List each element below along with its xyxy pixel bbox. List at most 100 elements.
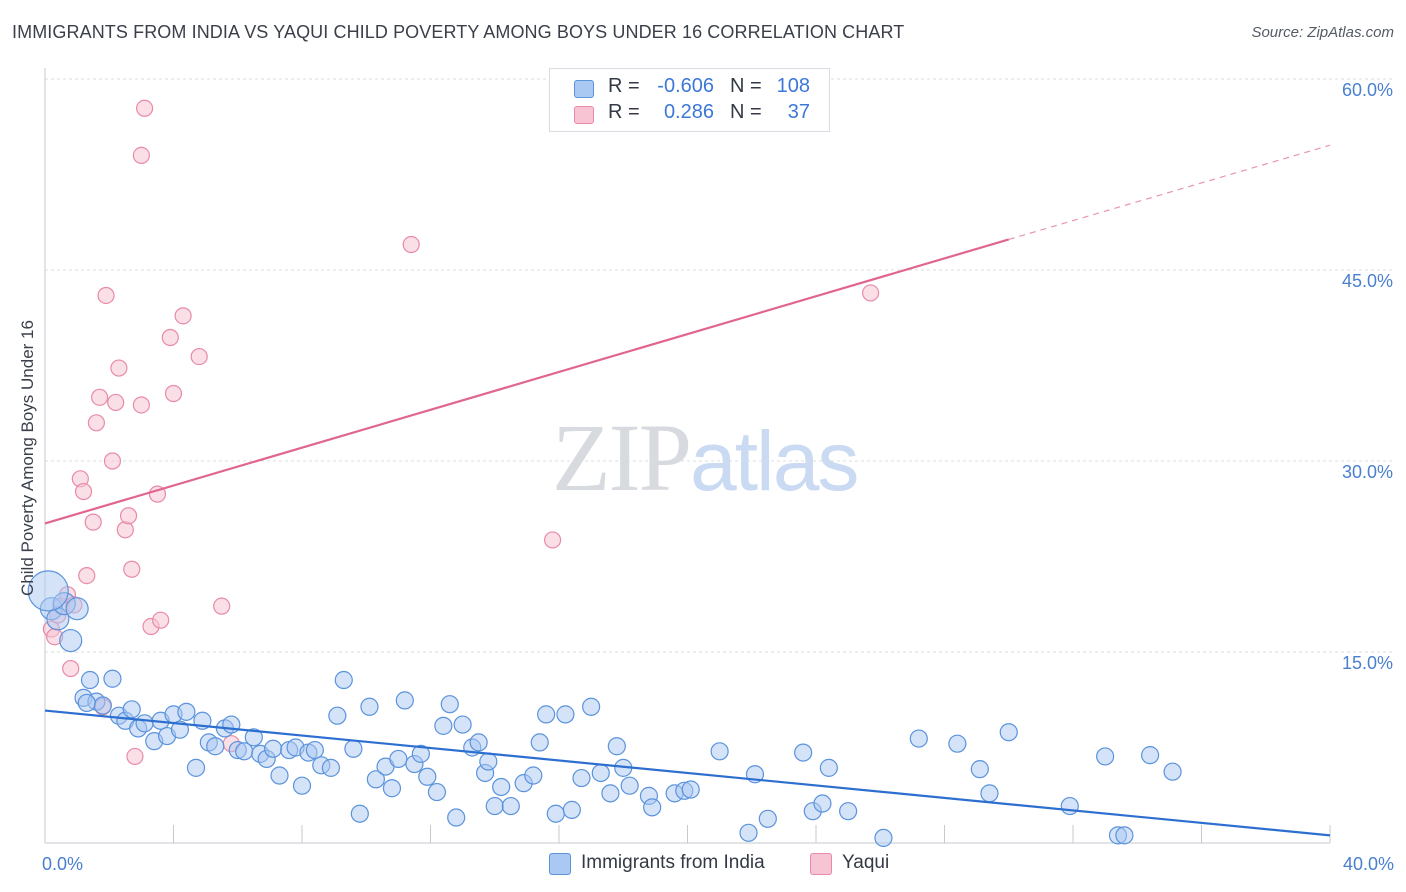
yaqui-point <box>74 482 93 501</box>
x-tick-label: 0.0% <box>42 854 83 874</box>
india-point <box>440 695 459 714</box>
yaqui-point <box>62 659 80 678</box>
india-point <box>620 776 639 795</box>
india-point <box>1060 796 1079 816</box>
yaqui-point <box>78 566 96 585</box>
india-point <box>970 760 989 779</box>
india-point <box>447 808 466 827</box>
india-point <box>93 696 112 715</box>
india-point <box>1096 747 1115 766</box>
india-point <box>501 796 520 816</box>
india-point <box>186 758 206 777</box>
india-point <box>170 720 190 739</box>
india-point <box>492 777 511 797</box>
india-point <box>344 739 363 758</box>
yaqui-point <box>126 747 144 766</box>
india-point <box>999 723 1018 742</box>
yaqui-point <box>164 384 183 403</box>
india-point <box>710 742 729 761</box>
yaqui-legend-label: Yaqui <box>842 852 890 873</box>
y-tick-label: 45.0% <box>1342 271 1393 291</box>
india-point <box>292 776 312 795</box>
yaqui-swatch <box>574 106 594 124</box>
source-label: Source: ZipAtlas.com <box>1251 24 1394 41</box>
india-point <box>582 697 601 716</box>
gridlines <box>45 78 1392 653</box>
y-tick-label: 30.0% <box>1342 462 1393 482</box>
india-point <box>607 737 626 756</box>
india-point <box>321 758 341 777</box>
india-point <box>562 800 581 819</box>
india-point <box>909 729 928 748</box>
india-point <box>122 700 141 719</box>
yaqui-point <box>190 347 208 366</box>
india-point <box>1163 762 1182 781</box>
india-point <box>591 763 610 783</box>
trend-lines <box>44 144 1331 837</box>
india-point <box>572 768 591 788</box>
india-point <box>27 570 69 612</box>
india-point <box>328 706 347 725</box>
yaqui-point <box>119 507 138 525</box>
india-point <box>103 669 122 688</box>
r-value: 0.286 <box>663 101 714 123</box>
india-point <box>65 597 89 621</box>
data-points <box>27 99 1182 848</box>
india-point <box>135 714 154 733</box>
yaqui-point <box>213 597 231 615</box>
yaqui-point <box>174 307 192 325</box>
yaqui-trend-extension <box>1008 144 1331 241</box>
yaqui-point <box>116 521 134 539</box>
india-point <box>469 733 488 752</box>
india-point <box>395 691 414 710</box>
yaqui-point <box>161 328 179 347</box>
yaqui-legend-swatch <box>810 853 832 875</box>
n-label: N = <box>730 75 762 97</box>
india-point <box>59 628 83 653</box>
india-point <box>270 766 289 785</box>
india-point <box>524 766 543 785</box>
india-point <box>601 784 620 803</box>
india-point <box>305 740 324 760</box>
y-tick-label: 15.0% <box>1342 653 1393 673</box>
india-point <box>177 702 196 721</box>
r-label: R = <box>608 101 640 123</box>
india-point <box>389 749 408 769</box>
correlation-legend: R = -0.606 N = 108 R = 0.286 N = 37 <box>549 68 830 132</box>
india-point <box>643 798 662 817</box>
yaqui-point <box>110 359 128 377</box>
india-point <box>980 784 999 803</box>
india-point <box>948 734 967 753</box>
watermark-zip: ZIP <box>552 404 692 511</box>
chart-title: IMMIGRANTS FROM INDIA VS YAQUI CHILD POV… <box>12 22 905 42</box>
india-point <box>334 670 353 690</box>
india-point <box>222 715 241 734</box>
india-point <box>263 739 283 758</box>
india-point <box>556 705 575 724</box>
india-point <box>360 697 379 716</box>
india-point <box>681 780 700 799</box>
legend-row-india: R = -0.606 N = 108 <box>550 75 829 101</box>
india-legend-label: Immigrants from India <box>581 852 765 873</box>
yaqui-point <box>152 611 170 629</box>
yaqui-point <box>97 286 115 305</box>
india-point <box>530 733 549 752</box>
india-point <box>453 715 472 734</box>
india-point <box>1115 826 1134 845</box>
india-point <box>206 737 225 756</box>
india-point <box>244 728 263 747</box>
yaqui-point <box>135 99 154 117</box>
yaqui-point <box>132 146 150 164</box>
y-tick-label: 60.0% <box>1342 80 1393 100</box>
india-point <box>1140 746 1160 765</box>
india-point <box>427 782 447 802</box>
india-point <box>411 744 430 763</box>
r-label: R = <box>608 75 640 97</box>
n-value: 37 <box>787 101 810 123</box>
india-point <box>382 779 402 798</box>
yaqui-point <box>862 284 880 302</box>
india-swatch <box>574 80 594 98</box>
india-point <box>839 802 858 821</box>
india-point <box>485 796 504 816</box>
